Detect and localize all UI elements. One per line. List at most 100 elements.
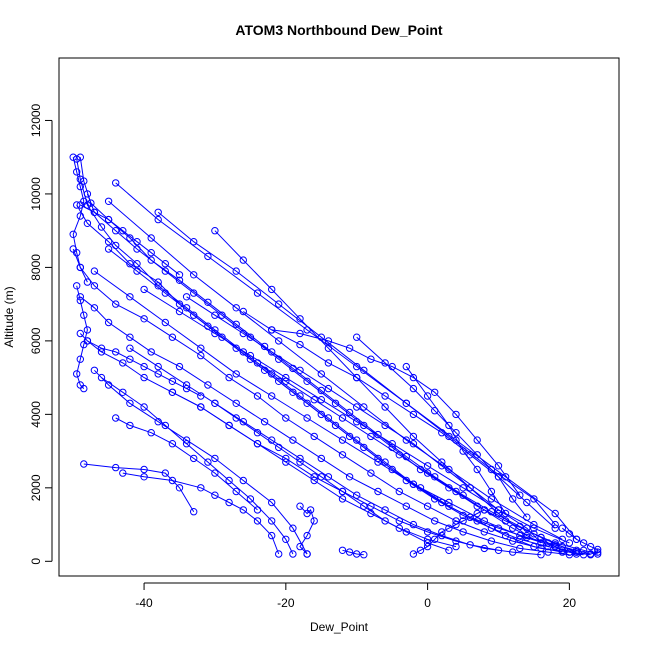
data-point (239, 418, 248, 426)
data-point (104, 245, 113, 253)
data-point (530, 524, 538, 532)
data-point (494, 462, 503, 470)
data-point (438, 531, 446, 540)
data-point (140, 362, 148, 371)
data-point (268, 498, 276, 507)
data-point (246, 495, 255, 503)
data-point (133, 245, 141, 253)
data-point (154, 370, 162, 378)
data-point (140, 465, 148, 474)
data-point (381, 392, 389, 400)
data-point (112, 463, 120, 472)
data-point (367, 432, 375, 441)
data-point (466, 541, 474, 549)
data-point (445, 524, 453, 532)
data-point (338, 487, 347, 496)
series-line-21 (405, 366, 507, 514)
data-point (431, 388, 439, 396)
data-point (197, 403, 205, 411)
data-point (211, 454, 219, 463)
data-point (90, 366, 99, 374)
data-point (73, 282, 81, 290)
data-point (154, 362, 162, 371)
data-point (83, 219, 92, 228)
data-point (594, 548, 602, 556)
data-point (565, 530, 574, 538)
data-point (289, 436, 297, 444)
data-point (509, 524, 517, 532)
data-point (232, 267, 240, 275)
data-point (409, 480, 418, 488)
data-point (190, 289, 198, 297)
data-point (154, 278, 162, 286)
data-point (381, 506, 389, 514)
data-point (83, 337, 92, 345)
data-point (253, 506, 262, 514)
data-point (494, 473, 503, 481)
data-point (232, 370, 240, 378)
data-point (402, 399, 410, 407)
data-point (104, 215, 113, 224)
data-point (175, 276, 184, 284)
data-point (253, 392, 262, 400)
data-point (459, 528, 467, 536)
data-point (381, 517, 389, 525)
data-point (586, 542, 595, 551)
chart-title: ATOM3 Northbound Dew_Point (235, 22, 442, 38)
series-line-17 (214, 230, 528, 536)
data-point (530, 495, 538, 503)
data-point (303, 414, 311, 422)
data-point (523, 498, 531, 507)
data-point (296, 502, 304, 510)
data-point (487, 487, 496, 496)
data-point (119, 227, 127, 235)
data-point (516, 491, 524, 499)
data-point (112, 348, 120, 356)
data-point (310, 476, 318, 485)
y-tick-label: 10000 (29, 177, 43, 211)
data-point (395, 451, 403, 459)
data-point (537, 533, 545, 542)
data-point (76, 329, 85, 338)
data-point (190, 454, 198, 463)
data-point (459, 484, 467, 492)
data-point (112, 179, 120, 187)
data-point (239, 348, 248, 356)
data-point (232, 399, 240, 407)
data-point (402, 502, 410, 510)
data-point (204, 252, 212, 261)
series-line-24 (72, 157, 88, 283)
data-point (480, 517, 488, 525)
data-point (416, 484, 425, 492)
series-line-9 (83, 463, 195, 512)
data-point (409, 520, 418, 529)
x-axis: -40 -20 0 20 (135, 582, 576, 610)
data-point (97, 344, 106, 352)
data-point (445, 421, 453, 430)
x-axis-label: Dew_Point (310, 620, 369, 634)
data-point (268, 326, 276, 334)
data-point (445, 484, 453, 492)
data-point (395, 487, 403, 496)
data-point (331, 421, 340, 430)
series-line-30 (108, 248, 563, 553)
data-point (473, 436, 481, 444)
data-point (268, 517, 276, 525)
data-point (253, 289, 262, 297)
data-point (409, 373, 418, 382)
data-point (90, 208, 99, 217)
data-point (211, 469, 219, 477)
data-point (530, 530, 538, 538)
data-point (303, 550, 311, 558)
data-point (558, 548, 566, 556)
data-point (317, 396, 325, 404)
data-point (175, 484, 184, 492)
data-point (317, 410, 325, 419)
data-point (275, 337, 283, 345)
data-point (310, 432, 318, 441)
data-point (551, 524, 559, 532)
data-point (324, 337, 333, 345)
data-point (579, 539, 588, 547)
data-point (253, 517, 262, 525)
